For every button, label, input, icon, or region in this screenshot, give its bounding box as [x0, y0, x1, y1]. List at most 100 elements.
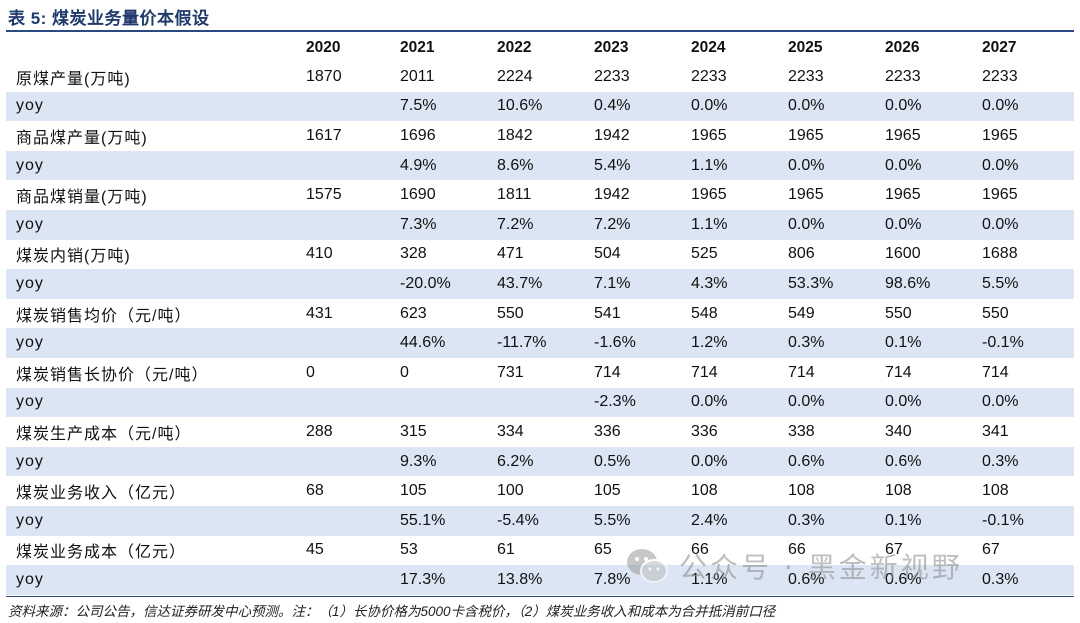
- yoy-value-2021: 55.1%: [400, 511, 446, 529]
- yoy-value-2023: 7.2%: [594, 215, 631, 233]
- yoy-value-2023: -2.3%: [594, 393, 636, 411]
- metric-row: 煤炭内销(万吨) 410 328 471 504 525 806 1600 1688: [6, 240, 1074, 270]
- yoy-value-2023: 5.4%: [594, 156, 631, 174]
- yoy-label: yoy: [16, 274, 44, 292]
- yoy-row: yoy 4.9% 8.6% 5.4% 1.1% 0.0% 0.0% 0.0%: [6, 150, 1074, 181]
- metric-row: 煤炭业务收入（亿元） 68 105 100 105 108 108 108 108: [6, 476, 1074, 506]
- metric-label: 煤炭生产成本（元/吨）: [16, 425, 192, 443]
- wechat-icon: [627, 549, 668, 583]
- header-row: 2020 2021 2022 2023 2024 2025 2026 2027: [6, 33, 1074, 62]
- bottom-rule: [6, 596, 1074, 597]
- metric-row: 商品煤销量(万吨) 1575 1690 1811 1942 1965 1965 1965 196…: [6, 180, 1074, 210]
- metric-value-2027: 341: [982, 422, 1009, 440]
- top-rule: [6, 30, 1074, 32]
- metric-value-2022: 550: [497, 304, 524, 322]
- metric-label: 煤炭销售均价（元/吨）: [16, 307, 192, 325]
- metric-value-2023: 1942: [594, 186, 630, 204]
- metric-label: 煤炭业务收入（亿元）: [16, 485, 187, 503]
- metric-value-2020: 288: [306, 422, 333, 440]
- metric-value-2027: 2233: [982, 67, 1018, 85]
- metric-value-2020: 68: [306, 482, 324, 500]
- metric-value-2020: 1617: [306, 126, 342, 144]
- yoy-value-2022: 43.7%: [497, 274, 543, 292]
- metric-label: 商品煤产量(万吨): [16, 129, 148, 147]
- metric-label: 商品煤销量(万吨): [16, 189, 148, 207]
- yoy-row: yoy 44.6% -11.7% -1.6% 1.2% 0.3% 0.1% -0.1%: [6, 328, 1074, 358]
- metric-row: 煤炭生产成本（元/吨） 288 315 334 336 336 338 340 341: [6, 417, 1074, 447]
- metric-value-2024: 1965: [691, 126, 727, 144]
- yoy-value-2026: 0.0%: [885, 215, 922, 233]
- yoy-value-2024: 1.1%: [691, 156, 728, 174]
- yoy-label: yoy: [16, 215, 44, 233]
- yoy-label: yoy: [16, 334, 44, 352]
- yoy-value-2022: 13.8%: [497, 570, 543, 588]
- metric-label: 煤炭业务成本（亿元）: [16, 544, 187, 562]
- yoy-value-2023: 7.1%: [594, 274, 631, 292]
- header-year-2027: 2027: [982, 38, 1017, 56]
- header-year-2026: 2026: [885, 38, 920, 56]
- watermark: 公众号 · 黑金新视野: [625, 541, 963, 591]
- metric-value-2025: 66: [788, 541, 806, 559]
- yoy-value-2024: 0.0%: [691, 452, 728, 470]
- metric-value-2023: 2233: [594, 67, 630, 85]
- metric-value-2022: 1811: [497, 186, 532, 204]
- metric-value-2020: 410: [306, 245, 333, 263]
- metric-value-2026: 714: [885, 363, 912, 381]
- yoy-row: yoy 7.5% 10.6% 0.4% 0.0% 0.0% 0.0% 0.0%: [6, 91, 1074, 122]
- metric-value-2024: 525: [691, 245, 718, 263]
- metric-value-2023: 105: [594, 482, 621, 500]
- yoy-value-2025: 0.3%: [788, 511, 825, 529]
- yoy-value-2027: 0.3%: [982, 570, 1019, 588]
- yoy-row: yoy 17.3% 13.8% 7.8% 1.1% 0.6% 0.6% 0.3%: [6, 565, 1074, 595]
- yoy-label: yoy: [16, 511, 44, 529]
- yoy-value-2022: 8.6%: [497, 156, 534, 174]
- yoy-value-2025: 0.0%: [788, 97, 825, 115]
- yoy-row: yoy 55.1% -5.4% 5.5% 2.4% 0.3% 0.1% -0.1%: [6, 505, 1074, 536]
- yoy-value-2023: -1.6%: [594, 334, 636, 352]
- metric-value-2022: 471: [497, 245, 524, 263]
- yoy-value-2022: 7.2%: [497, 215, 534, 233]
- metric-value-2022: 61: [497, 541, 515, 559]
- watermark-text: 公众号 · 黑金新视野: [679, 551, 963, 584]
- yoy-value-2021: 4.9%: [400, 156, 437, 174]
- header-year-2023: 2023: [594, 38, 629, 56]
- metric-value-2021: 328: [400, 245, 427, 263]
- metric-value-2022: 100: [497, 482, 524, 500]
- metric-value-2023: 714: [594, 363, 621, 381]
- metric-value-2027: 67: [982, 541, 1000, 559]
- yoy-value-2024: 1.1%: [691, 215, 728, 233]
- metric-value-2021: 2011: [400, 67, 435, 85]
- yoy-value-2021: 7.3%: [400, 215, 437, 233]
- metric-value-2023: 65: [594, 541, 612, 559]
- yoy-value-2026: 0.0%: [885, 393, 922, 411]
- yoy-value-2023: 0.4%: [594, 97, 631, 115]
- metric-value-2026: 2233: [885, 67, 921, 85]
- metric-value-2026: 1965: [885, 186, 921, 204]
- metric-value-2025: 2233: [788, 67, 824, 85]
- metric-value-2026: 1600: [885, 245, 921, 263]
- metric-value-2027: 1965: [982, 126, 1018, 144]
- yoy-value-2026: 0.0%: [885, 156, 922, 174]
- yoy-value-2026: 98.6%: [885, 274, 931, 292]
- metric-value-2024: 1965: [691, 186, 727, 204]
- yoy-value-2021: -20.0%: [400, 274, 451, 292]
- metric-value-2026: 340: [885, 422, 912, 440]
- yoy-value-2023: 7.8%: [594, 570, 631, 588]
- metric-label: 煤炭销售长协价（元/吨）: [16, 366, 209, 384]
- metric-value-2025: 806: [788, 245, 815, 263]
- yoy-value-2026: 0.0%: [885, 97, 922, 115]
- metric-value-2022: 1842: [497, 126, 533, 144]
- metric-value-2025: 714: [788, 363, 815, 381]
- yoy-value-2024: 0.0%: [691, 97, 728, 115]
- metric-value-2025: 338: [788, 422, 815, 440]
- metric-value-2020: 1575: [306, 186, 342, 204]
- yoy-value-2025: 53.3%: [788, 274, 834, 292]
- yoy-value-2027: -0.1%: [982, 511, 1024, 529]
- yoy-value-2026: 0.6%: [885, 452, 922, 470]
- metric-value-2024: 548: [691, 304, 718, 322]
- yoy-value-2022: 10.6%: [497, 97, 543, 115]
- yoy-label: yoy: [16, 570, 44, 588]
- yoy-label: yoy: [16, 97, 44, 115]
- metric-value-2022: 2224: [497, 67, 533, 85]
